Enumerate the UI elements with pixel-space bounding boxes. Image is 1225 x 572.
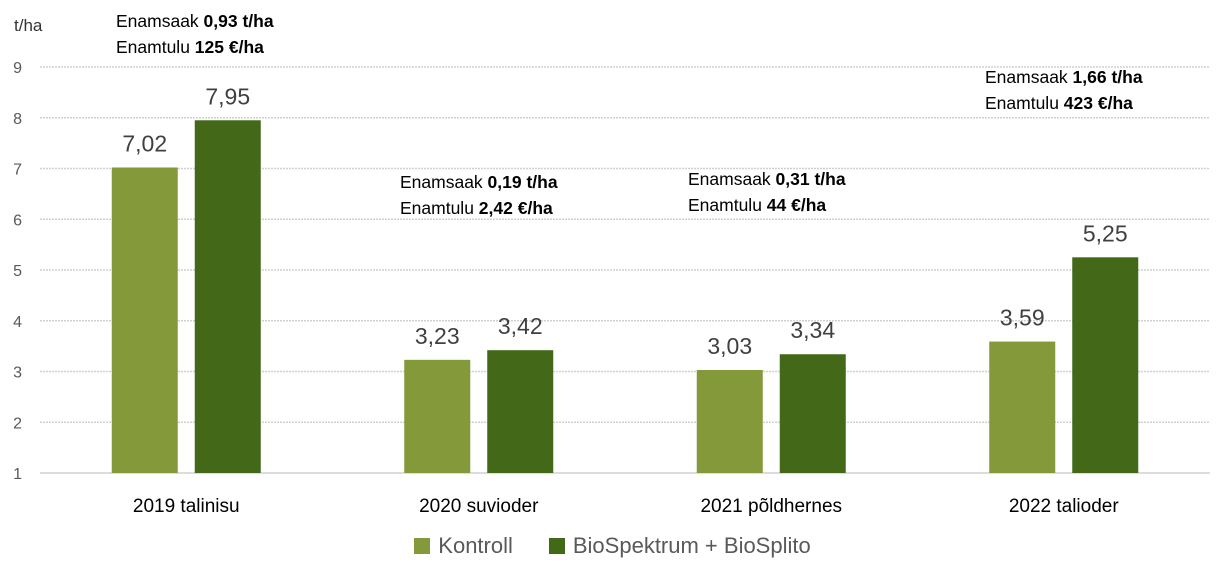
data-label: 7,95 [205, 83, 250, 109]
y-tick-label: 4 [13, 314, 22, 331]
annotation-2021: Enamsaak 0,31 t/ha Enamtulu 44 €/ha [688, 169, 846, 215]
legend-swatch [414, 538, 431, 554]
legend-label: Kontroll [438, 533, 513, 558]
y-tick-label: 3 [13, 365, 22, 382]
data-label: 3,03 [707, 333, 752, 359]
y-axis-label: t/ha [14, 16, 43, 35]
y-tick-label: 9 [13, 60, 22, 77]
data-label: 5,25 [1083, 220, 1128, 246]
legend-item-kontroll: Kontroll [414, 533, 513, 559]
legend-swatch [548, 538, 565, 554]
legend: Kontroll BioSpektrum + BioSplito [0, 533, 1225, 559]
legend-label: BioSpektrum + BioSplito [572, 533, 811, 558]
bar-biospektrum [1072, 257, 1139, 473]
annotation-2022: Enamsaak 1,66 t/ha Enamtulu 423 €/ha [985, 67, 1143, 113]
y-tick-label: 1 [13, 466, 22, 483]
x-tick-label: 2022 talioder [1009, 496, 1120, 517]
bar-kontroll [111, 167, 178, 474]
bar-kontroll [696, 369, 763, 473]
x-tick-label: 2021 põldhernes [700, 496, 842, 517]
bar-biospektrum [779, 354, 846, 473]
x-tick-label: 2019 talinisu [133, 496, 240, 517]
data-label: 3,23 [415, 323, 460, 349]
data-label: 7,02 [122, 130, 167, 156]
y-tick-label: 8 [13, 111, 22, 128]
data-label: 3,59 [1000, 305, 1045, 331]
bar-kontroll [989, 341, 1056, 473]
data-label: 3,34 [790, 317, 835, 343]
bar-kontroll [404, 359, 471, 473]
data-label: 3,42 [498, 313, 543, 339]
bar-biospektrum [487, 350, 554, 473]
legend-item-biospektrum: BioSpektrum + BioSplito [548, 533, 811, 559]
y-tick-label: 6 [13, 212, 22, 229]
y-tick-label: 2 [13, 415, 22, 432]
y-tick-label: 5 [13, 263, 22, 280]
annotation-2020: Enamsaak 0,19 t/ha Enamtulu 2,42 €/ha [400, 172, 558, 218]
x-tick-label: 2020 suvioder [419, 496, 539, 517]
annotation-2019: Enamsaak 0,93 t/ha Enamtulu 125 €/ha [116, 11, 274, 57]
bar-biospektrum [194, 120, 261, 473]
y-tick-label: 7 [13, 162, 22, 179]
